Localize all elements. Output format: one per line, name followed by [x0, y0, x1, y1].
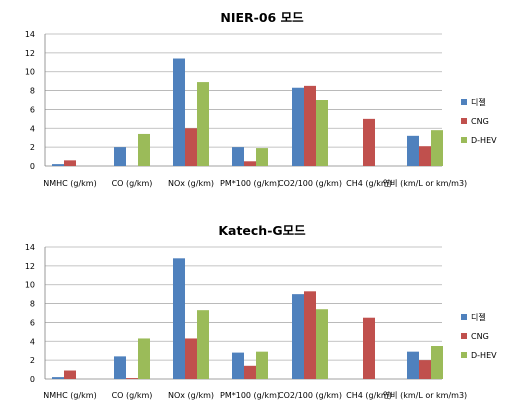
- bar-2-1: [64, 370, 76, 379]
- bar-3-5: [316, 309, 328, 379]
- legend-swatch: [461, 137, 467, 143]
- x-category-label: 연비 (km/L or km/m3): [383, 179, 467, 188]
- x-category-label: NMHC (g/km): [43, 391, 96, 400]
- legend-swatch: [461, 333, 467, 339]
- y-tick-label: 12: [25, 262, 35, 271]
- x-category-label: NMHC (g/km): [43, 179, 96, 188]
- legend-label: D-HEV: [471, 351, 497, 360]
- x-category-label: CO2/100 (g/km): [278, 391, 342, 400]
- bar-3-3: [197, 82, 209, 166]
- bar-1-7: [407, 351, 419, 379]
- bar-2-2: [126, 378, 138, 379]
- bar-2-1: [64, 160, 76, 166]
- bar-2-6: [363, 118, 375, 166]
- y-tick-label: 14: [25, 243, 35, 252]
- chart-title: Katech-G모드: [218, 223, 306, 238]
- bar-2-6: [363, 317, 375, 379]
- legend-swatch: [461, 118, 467, 124]
- bar-1-3: [173, 258, 185, 379]
- y-tick-label: 6: [30, 318, 35, 327]
- y-tick-label: 0: [30, 375, 35, 384]
- legend-swatch: [461, 99, 467, 105]
- bar-3-2: [138, 338, 150, 379]
- bar-3-2: [138, 133, 150, 166]
- y-tick-label: 10: [25, 68, 35, 77]
- y-tick-label: 12: [25, 49, 35, 58]
- legend-swatch: [461, 314, 467, 320]
- x-category-label: CO (g/km): [112, 391, 153, 400]
- legend-label: CNG: [471, 332, 489, 341]
- bar-3-5: [316, 100, 328, 166]
- x-category-label: NOx (g/km): [168, 391, 214, 400]
- y-tick-label: 2: [30, 143, 35, 152]
- bar-2-5: [304, 291, 316, 379]
- bar-2-3: [185, 338, 197, 379]
- bar-3-4: [256, 351, 268, 379]
- bar-2-7: [419, 146, 431, 166]
- bar-1-1: [52, 377, 64, 379]
- bar-1-2: [114, 147, 126, 166]
- y-tick-label: 0: [30, 162, 35, 171]
- bar-1-1: [52, 164, 64, 166]
- bar-2-4: [244, 161, 256, 166]
- bar-1-7: [407, 135, 419, 166]
- x-category-label: PM*100 (g/km): [220, 179, 280, 188]
- legend: 디젤 CNG D-HEV: [461, 312, 497, 360]
- bar-1-4: [232, 147, 244, 166]
- legend-swatch: [461, 352, 467, 358]
- legend-label: D-HEV: [471, 136, 497, 145]
- x-category-label: NOx (g/km): [168, 179, 214, 188]
- y-tick-label: 4: [30, 337, 35, 346]
- y-tick-label: 6: [30, 105, 35, 114]
- y-tick-label: 8: [30, 300, 35, 309]
- bar-3-3: [197, 310, 209, 379]
- bar-1-5: [292, 87, 304, 166]
- x-category-label: PM*100 (g/km): [220, 391, 280, 400]
- legend-label: 디젤: [471, 97, 486, 107]
- x-category-label: CO2/100 (g/km): [278, 179, 342, 188]
- legend-label: 디젤: [471, 312, 486, 322]
- y-tick-label: 10: [25, 281, 35, 290]
- bar-3-4: [256, 148, 268, 166]
- x-category-label: CO (g/km): [112, 179, 153, 188]
- y-tick-label: 14: [25, 30, 35, 39]
- chart-panel-2: Katech-G모드 0 2 4 6 8 10 12 14 NMHC (g/km) CO (g/km…: [25, 223, 497, 400]
- bar-2-4: [244, 365, 256, 379]
- bar-3-7: [431, 346, 443, 379]
- bar-1-4: [232, 352, 244, 379]
- bar-2-7: [419, 360, 431, 379]
- bar-1-2: [114, 356, 126, 379]
- y-tick-label: 4: [30, 124, 35, 133]
- y-tick-label: 2: [30, 356, 35, 365]
- bar-2-3: [185, 128, 197, 166]
- bar-1-5: [292, 294, 304, 379]
- bar-2-5: [304, 85, 316, 166]
- legend: 디젤 CNG D-HEV: [461, 97, 497, 145]
- bar-3-7: [431, 130, 443, 166]
- chart-panel-1: NIER-06 모드 0 2 4 6 8 10 12 14 NMHC (g/km) CO (g/km…: [25, 10, 497, 188]
- x-category-label: 연비 (km/L or km/m3): [383, 391, 467, 400]
- chart-title: NIER-06 모드: [220, 10, 304, 25]
- y-tick-label: 8: [30, 87, 35, 96]
- legend-label: CNG: [471, 117, 489, 126]
- x-category-label: CH4 (g/km): [346, 179, 392, 188]
- x-category-label: CH4 (g/km): [346, 391, 392, 400]
- bar-1-3: [173, 58, 185, 167]
